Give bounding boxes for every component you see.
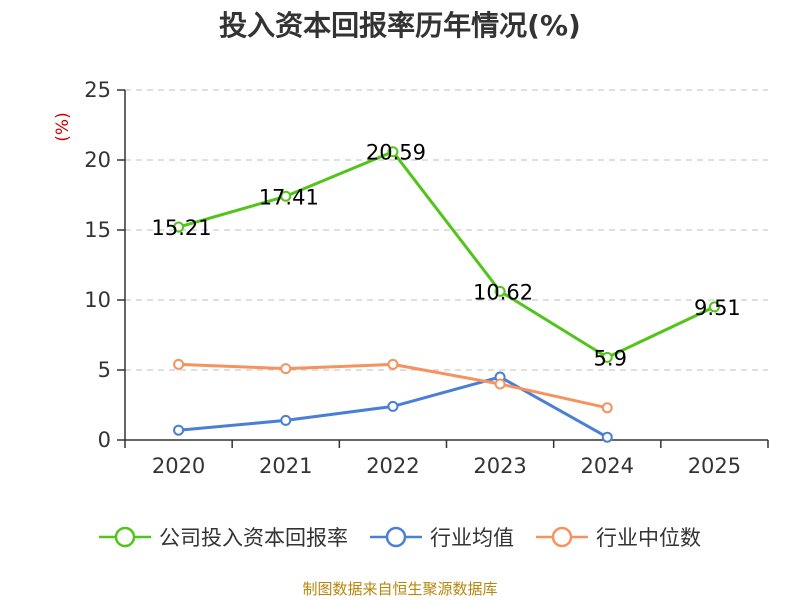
legend-item[interactable]: 行业中位数 bbox=[536, 522, 701, 552]
data-label: 10.62 bbox=[473, 280, 533, 304]
legend-marker-icon bbox=[370, 526, 422, 548]
legend: 公司投入资本回报率 行业均值 行业中位数 bbox=[0, 520, 800, 554]
y-tick-label: 5 bbox=[98, 358, 111, 382]
data-point bbox=[387, 358, 399, 370]
y-tick-label: 0 bbox=[98, 428, 111, 452]
data-point bbox=[387, 146, 399, 158]
legend-label: 公司投入资本回报率 bbox=[159, 526, 348, 550]
data-point bbox=[601, 431, 613, 443]
data-label: 20.59 bbox=[366, 141, 426, 165]
data-point bbox=[280, 190, 292, 202]
data-point bbox=[708, 301, 720, 313]
y-axis-label: (%) bbox=[53, 112, 73, 141]
legend-label: 行业中位数 bbox=[596, 526, 701, 550]
legend-item[interactable]: 行业均值 bbox=[370, 522, 514, 552]
data-point bbox=[494, 285, 506, 297]
y-tick-label: 15 bbox=[84, 218, 111, 242]
data-label: 17.41 bbox=[259, 185, 319, 209]
x-tick-label: 2025 bbox=[688, 454, 741, 478]
chart-title: 投入资本回报率历年情况(%) bbox=[219, 9, 581, 42]
y-tick-label: 20 bbox=[84, 148, 111, 172]
data-point bbox=[601, 351, 613, 363]
legend-marker-icon bbox=[99, 526, 151, 548]
data-point bbox=[387, 400, 399, 412]
data-label: 9.51 bbox=[694, 296, 741, 320]
legend-label: 行业均值 bbox=[430, 526, 514, 550]
x-tick-label: 2022 bbox=[366, 454, 419, 478]
data-point bbox=[173, 424, 185, 436]
legend-item[interactable]: 公司投入资本回报率 bbox=[99, 522, 348, 552]
x-tick-label: 2020 bbox=[152, 454, 205, 478]
data-label: 5.9 bbox=[594, 346, 627, 370]
data-point bbox=[494, 378, 506, 390]
series-line bbox=[178, 150, 716, 359]
source-note: 制图数据来自恒生聚源数据库 bbox=[302, 580, 498, 598]
data-point bbox=[280, 414, 292, 426]
data-point bbox=[173, 358, 185, 370]
data-point bbox=[280, 363, 292, 375]
legend-marker-icon bbox=[536, 526, 588, 548]
x-tick-label: 2024 bbox=[581, 454, 634, 478]
data-point bbox=[173, 221, 185, 233]
data-point bbox=[601, 402, 613, 414]
x-tick-label: 2023 bbox=[473, 454, 526, 478]
y-tick-label: 10 bbox=[84, 288, 111, 312]
data-label: 15.21 bbox=[152, 216, 212, 240]
y-tick-label: 25 bbox=[84, 78, 111, 102]
x-tick-label: 2021 bbox=[259, 454, 312, 478]
